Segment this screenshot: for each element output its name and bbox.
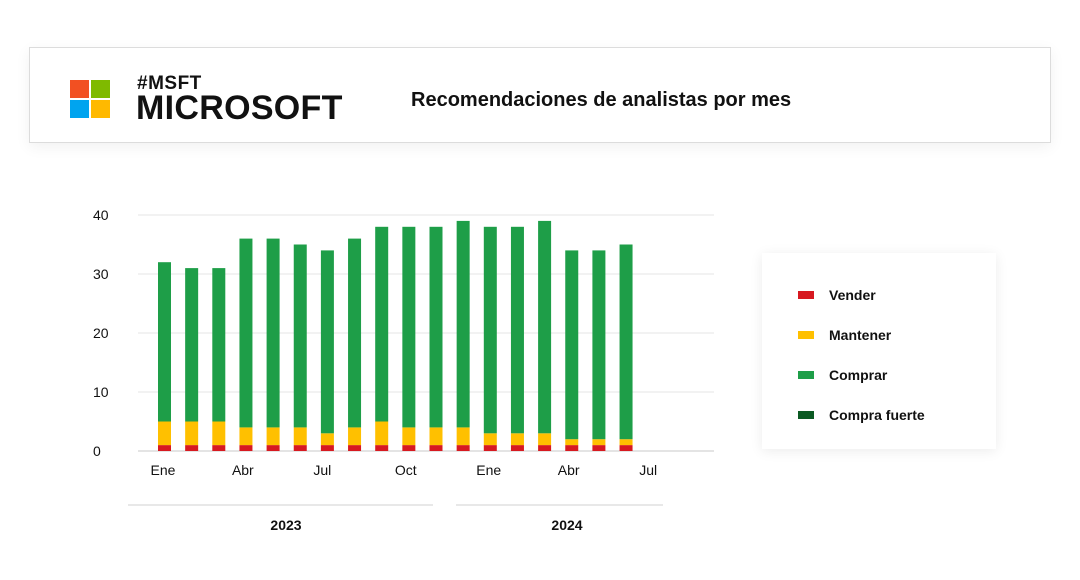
bar-segment: [320, 250, 334, 434]
bar-segment: [185, 445, 199, 451]
logo-red-square: [70, 80, 89, 98]
bar-segment: [293, 427, 307, 446]
legend-item-comprar: Comprar: [798, 365, 887, 385]
bar-segment: [158, 421, 171, 446]
legend-swatch-comprar: [798, 371, 814, 379]
y-tick-label: 20: [93, 325, 109, 341]
bar-segment: [619, 445, 633, 451]
bar-segment: [565, 439, 579, 446]
bar-chart: 0 10 20 30 40 Ene Abr Jul Oct Ene Abr Jul 2023 2024: [93, 207, 714, 533]
bar-segment: [239, 427, 253, 446]
x-tick-label: Abr: [558, 462, 580, 478]
bar-segment: [239, 238, 253, 428]
legend-item-vender: Vender: [798, 285, 876, 305]
year-label: 2024: [551, 517, 582, 533]
bar-segment: [212, 445, 226, 451]
bar-segment: [619, 439, 633, 446]
bar-segment: [266, 445, 280, 451]
bar-segment: [592, 250, 606, 440]
x-tick-label: Jul: [313, 462, 331, 478]
legend-label: Vender: [829, 287, 876, 303]
bar-segment: [619, 244, 633, 440]
bar-segment: [538, 433, 552, 446]
x-tick-label: Oct: [395, 462, 417, 478]
bar-segment: [266, 238, 280, 428]
legend-label: Comprar: [829, 367, 888, 383]
bar-segment: [348, 445, 362, 451]
page-title: Recomendaciones de analistas por mes: [411, 89, 792, 111]
bar-segment: [266, 427, 280, 446]
bar-segment: [592, 445, 606, 451]
company-name: MICROSOFT: [136, 89, 343, 127]
bar-segment: [456, 445, 470, 451]
bar-segment: [429, 445, 443, 451]
x-tick-label: Jul: [639, 462, 657, 478]
legend-label: Mantener: [829, 327, 892, 343]
bar-segment: [402, 427, 416, 446]
bar-segment: [348, 427, 362, 446]
legend-item-mantener: Mantener: [798, 325, 891, 345]
microsoft-logo: [70, 80, 111, 119]
bar-segment: [158, 262, 171, 422]
bar-segment: [402, 445, 416, 451]
logo-blue-square: [70, 100, 89, 118]
bar-segment: [565, 250, 579, 440]
legend-item-compra-fuerte: Compra fuerte: [798, 405, 925, 425]
bar-segment: [429, 226, 443, 428]
bar-segment: [402, 226, 416, 428]
legend-swatch-compra-fuerte: [798, 411, 814, 419]
bar-segment: [483, 445, 497, 451]
bar-segment: [375, 445, 389, 451]
legend-swatch-vender: [798, 291, 814, 299]
bar-segment: [320, 433, 334, 446]
bar-segment: [293, 244, 307, 428]
bar-segment: [158, 445, 171, 451]
y-tick-label: 30: [93, 266, 109, 282]
logo-yellow-square: [91, 100, 110, 118]
legend-swatch-mantener: [798, 331, 814, 339]
bar-segment: [320, 445, 334, 451]
bar-segment: [483, 226, 497, 434]
bar-segment: [185, 268, 199, 422]
y-tick-label: 40: [93, 207, 109, 223]
bar-segment: [185, 421, 199, 446]
x-tick-label: Ene: [476, 462, 501, 478]
logo-green-square: [91, 80, 110, 98]
bar-segment: [510, 226, 524, 434]
y-tick-label: 10: [93, 384, 109, 400]
y-tick-label: 0: [93, 443, 101, 459]
bar-segment: [212, 268, 226, 422]
bar-segment: [510, 445, 524, 451]
x-tick-label: Ene: [151, 462, 176, 478]
bar-segment: [375, 421, 389, 446]
x-tick-label: Abr: [232, 462, 254, 478]
bar-segment: [483, 433, 497, 446]
bar-segment: [538, 220, 552, 434]
bar-segment: [456, 220, 470, 428]
year-label: 2023: [270, 517, 301, 533]
bar-segment: [348, 238, 362, 428]
bar-segment: [592, 439, 606, 446]
bar-segment: [293, 445, 307, 451]
bar-segment: [456, 427, 470, 446]
bar-segment: [212, 421, 226, 446]
ticker-symbol: #MSFT: [137, 73, 202, 94]
legend-label: Compra fuerte: [829, 407, 925, 423]
bar-segment: [565, 445, 579, 451]
header-card: #MSFT MICROSOFT Recomendaciones de anali…: [29, 47, 1051, 143]
bar-segment: [510, 433, 524, 446]
bar-segment: [538, 445, 552, 451]
bar-segment: [429, 427, 443, 446]
legend: Vender Mantener Comprar Compra fuerte: [762, 253, 996, 449]
bar-segment: [239, 445, 253, 451]
bar-segment: [375, 226, 389, 422]
